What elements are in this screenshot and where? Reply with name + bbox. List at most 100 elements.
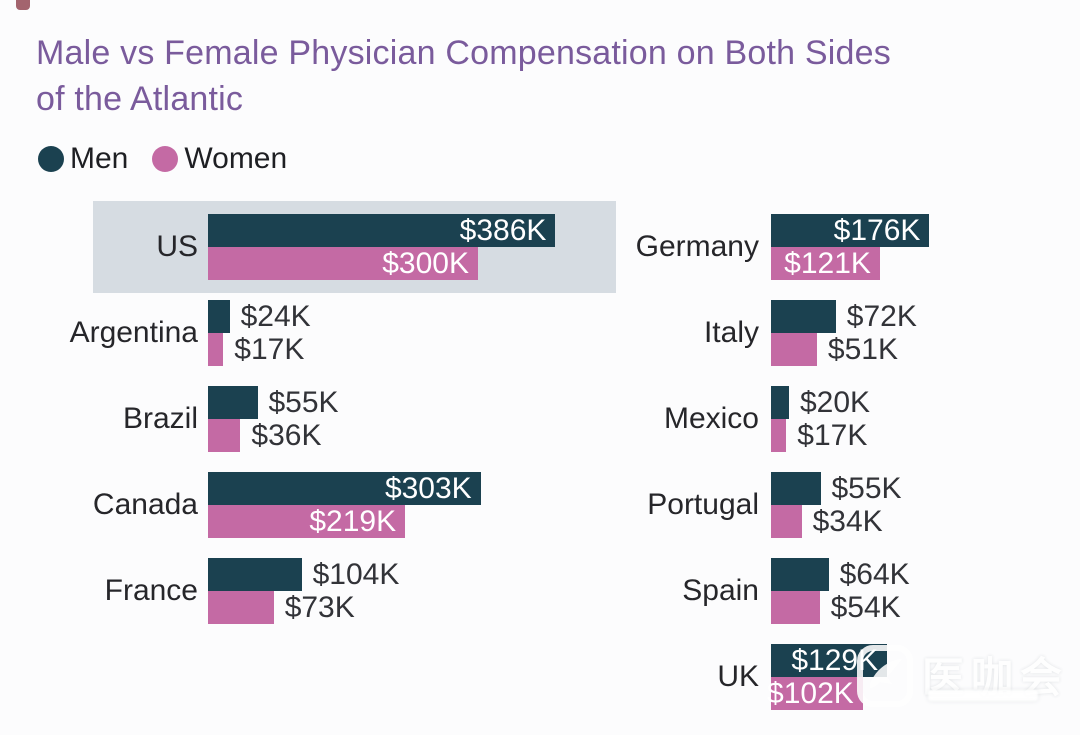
value-label-women-france: $73K — [284, 590, 355, 624]
bar-men-portugal — [771, 472, 821, 505]
bar-group: $386K $300K — [208, 214, 556, 280]
bar-line: $55K — [771, 472, 902, 505]
bar-women-germany: $121K — [771, 247, 880, 280]
men-legend-dot-icon — [38, 146, 64, 172]
row-portugal: Portugal $55K $34K — [620, 472, 1080, 538]
bar-men-france — [208, 558, 302, 591]
bar-women-us: $300K — [208, 247, 478, 280]
chart-column-right: Germany $176K $121K Italy $72K $51K Mexico $20K… — [620, 214, 1080, 730]
value-label-men-spain: $64K — [839, 557, 910, 591]
bar-line: $73K — [208, 591, 399, 624]
value-label-women-argentina: $17K — [234, 332, 305, 366]
row-italy: Italy $72K $51K — [620, 300, 1080, 366]
bar-group: $129K $102K — [767, 644, 888, 710]
value-label-women-portugal: $34K — [812, 504, 883, 538]
legend-item-women: Women — [152, 142, 287, 176]
bar-women-france — [208, 591, 274, 624]
value-label-men-portugal: $55K — [831, 471, 902, 505]
bar-group: $104K $73K — [208, 558, 399, 624]
bar-line: $176K — [771, 214, 930, 247]
country-label-brazil: Brazil — [122, 402, 198, 435]
bar-line: $34K — [771, 505, 902, 538]
row-us: US $386K $300K — [0, 201, 620, 293]
bar-group: $55K $36K — [208, 386, 339, 452]
country-label-us: US — [156, 230, 198, 263]
value-label-men-argentina: $24K — [240, 299, 311, 333]
bar-women-canada: $219K — [208, 505, 406, 538]
bar-men-italy — [771, 300, 836, 333]
bar-men-us: $386K — [208, 214, 556, 247]
bar-women-portugal — [771, 505, 802, 538]
value-label-men-brazil: $55K — [268, 385, 339, 419]
bar-women-uk: $102K — [767, 677, 863, 710]
bar-line: $386K — [208, 214, 556, 247]
bar-line: $303K — [208, 472, 481, 505]
row-canada: Canada $303K $219K — [0, 472, 620, 538]
bar-women-mexico — [771, 419, 787, 452]
bar-women-italy — [771, 333, 817, 366]
bar-line: $104K — [208, 558, 399, 591]
country-label-uk: UK — [717, 660, 759, 693]
value-label-women-italy: $51K — [827, 332, 898, 366]
corner-artifact — [16, 0, 30, 10]
bar-men-uk: $129K — [771, 644, 888, 677]
bar-line: $36K — [208, 419, 339, 452]
country-label-spain: Spain — [682, 574, 759, 607]
bar-line: $121K — [771, 247, 929, 280]
bar-men-argentina — [208, 300, 230, 333]
bar-group: $55K $34K — [771, 472, 902, 538]
value-label-women-mexico: $17K — [797, 418, 868, 452]
row-france: France $104K $73K — [0, 558, 620, 624]
bar-line: $72K — [771, 300, 917, 333]
bar-men-mexico — [771, 386, 789, 419]
bar-line: $17K — [208, 333, 311, 366]
bar-line: $300K — [208, 247, 555, 280]
country-label-france: France — [104, 574, 198, 607]
legend-item-men: Men — [38, 142, 128, 176]
value-label-men-mexico: $20K — [800, 385, 871, 419]
bar-line: $54K — [771, 591, 910, 624]
bar-men-canada: $303K — [208, 472, 481, 505]
value-label-men-france: $104K — [312, 557, 400, 591]
bar-men-spain — [771, 558, 829, 591]
bar-women-spain — [771, 591, 820, 624]
bar-line: $64K — [771, 558, 910, 591]
bar-men-germany: $176K — [771, 214, 930, 247]
row-germany: Germany $176K $121K — [620, 214, 1080, 280]
chart-title-line2: of the Atlantic — [36, 80, 244, 118]
bar-line: $219K — [208, 505, 481, 538]
bar-group: $20K $17K — [771, 386, 870, 452]
value-label-women-brazil: $36K — [251, 418, 322, 452]
value-label-women-spain: $54K — [830, 590, 901, 624]
bar-group: $72K $51K — [771, 300, 917, 366]
country-label-argentina: Argentina — [69, 316, 198, 349]
bar-chart: US $386K $300K Argentina $24K $17K Brazil $55K $… — [0, 201, 1080, 730]
bar-group: $176K $121K — [771, 214, 930, 280]
women-legend-dot-icon — [152, 146, 179, 172]
country-label-italy: Italy — [703, 316, 759, 349]
bar-line: $20K — [771, 386, 870, 419]
chart-title: Male vs Female Physician Compensation on… — [36, 30, 1044, 122]
bar-line: $102K — [767, 677, 887, 710]
country-label-portugal: Portugal — [647, 488, 759, 521]
country-label-germany: Germany — [635, 230, 759, 263]
row-mexico: Mexico $20K $17K — [620, 386, 1080, 452]
legend-label-men: Men — [70, 142, 129, 175]
chart-title-line1: Male vs Female Physician Compensation on… — [36, 34, 891, 72]
bar-line: $17K — [771, 419, 870, 452]
country-label-canada: Canada — [92, 488, 198, 521]
legend-label-women: Women — [184, 142, 288, 175]
bar-line: $129K — [771, 644, 888, 677]
row-argentina: Argentina $24K $17K — [0, 300, 620, 366]
row-spain: Spain $64K $54K — [620, 558, 1080, 624]
bar-women-brazil — [208, 419, 241, 452]
bar-group: $64K $54K — [771, 558, 910, 624]
bar-women-argentina — [208, 333, 224, 366]
row-uk: UK $129K $102K — [620, 644, 1080, 710]
bar-line: $51K — [771, 333, 917, 366]
chart-column-left: US $386K $300K Argentina $24K $17K Brazil $55K $… — [0, 201, 620, 730]
bar-line: $24K — [208, 300, 311, 333]
value-label-men-italy: $72K — [846, 299, 917, 333]
bar-group: $303K $219K — [208, 472, 481, 538]
